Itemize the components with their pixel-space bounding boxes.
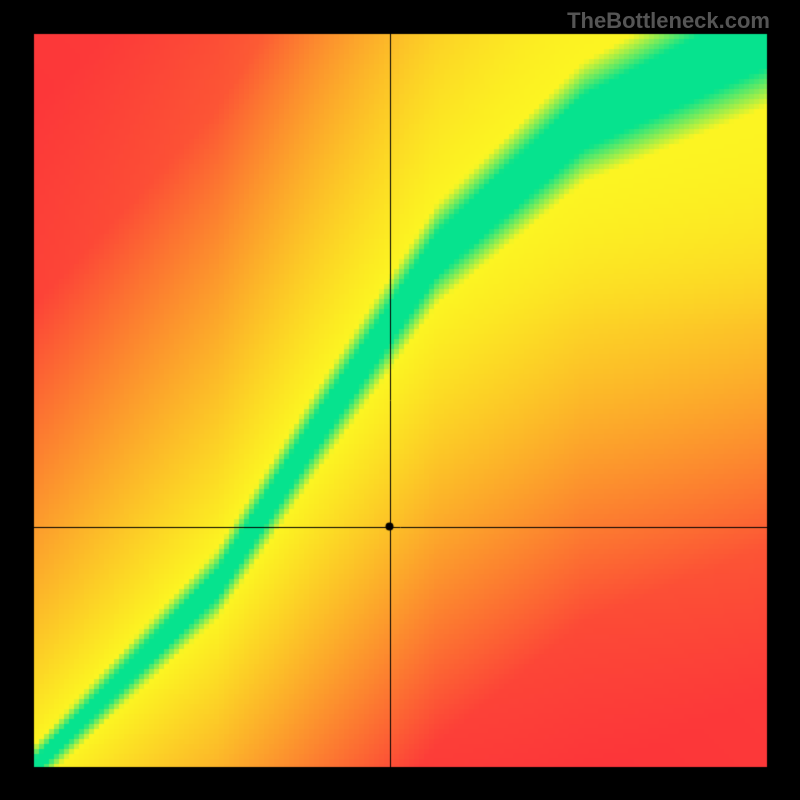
watermark-text: TheBottleneck.com bbox=[567, 8, 770, 34]
bottleneck-heatmap bbox=[0, 0, 800, 800]
